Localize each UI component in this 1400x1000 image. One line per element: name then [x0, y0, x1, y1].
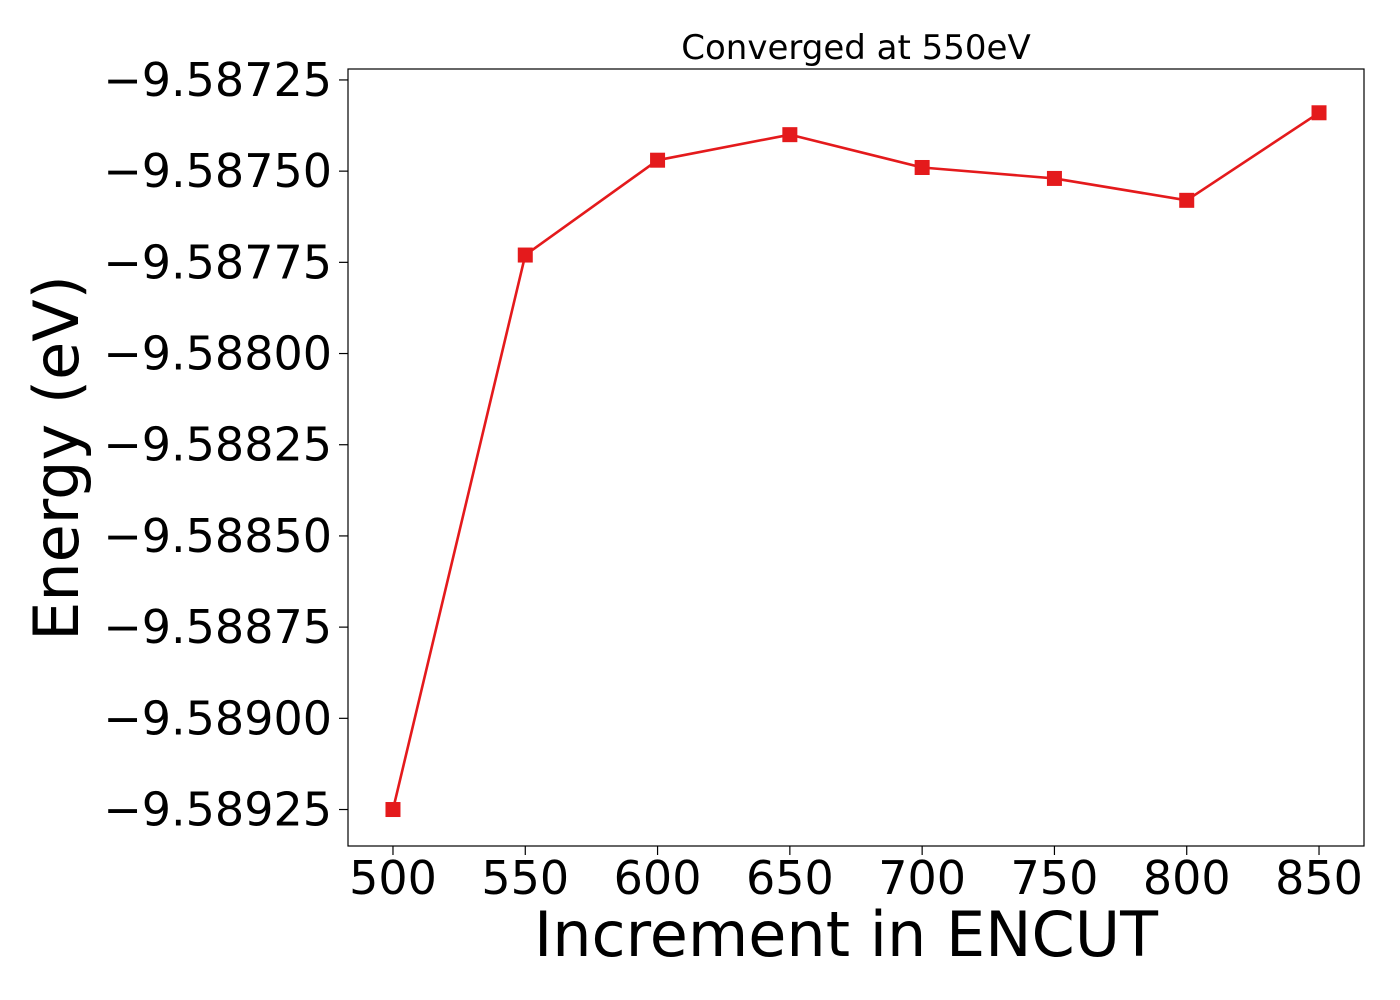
y-tick-label: −9.58900: [103, 691, 332, 745]
series-layer: [385, 105, 1327, 818]
x-tick-label: 750: [1011, 851, 1099, 905]
x-axis: 500 550 600 650 700 750 800 850: [349, 846, 1363, 905]
y-tick-label: −9.58775: [103, 235, 332, 289]
y-axis-label: Energy (eV): [20, 275, 93, 641]
y-tick-label: −9.58725: [103, 53, 332, 107]
data-point-marker: [650, 152, 666, 168]
y-tick-label: −9.58825: [103, 418, 332, 472]
series-line: [391, 111, 1320, 810]
x-tick-label: 700: [878, 851, 966, 905]
y-axis: −9.58925 −9.58900 −9.58875 −9.58850 −9.58825…: [103, 53, 348, 837]
y-tick-label: −9.58750: [103, 144, 332, 198]
chart-title: Converged at 550eV: [681, 28, 1030, 68]
plot-frame: [347, 68, 1365, 847]
x-axis-label: Increment in ENCUT: [534, 898, 1159, 971]
data-point-marker: [385, 802, 401, 818]
x-tick-label: 850: [1275, 851, 1363, 905]
x-tick-label: 800: [1143, 851, 1231, 905]
y-tick-label: −9.58850: [103, 509, 332, 563]
data-point-marker: [1046, 170, 1062, 186]
x-tick-label: 650: [746, 851, 834, 905]
y-tick-label: −9.58800: [103, 327, 332, 381]
data-point-marker: [517, 247, 533, 263]
y-tick-label: −9.58875: [103, 600, 332, 654]
x-tick-label: 500: [349, 851, 437, 905]
data-point-marker: [1179, 192, 1195, 208]
data-point-marker: [782, 127, 798, 143]
x-tick-label: 600: [614, 851, 702, 905]
data-point-marker: [1311, 105, 1327, 121]
plot-area: [347, 68, 1365, 847]
x-tick-label: 550: [481, 851, 569, 905]
data-point-marker: [914, 159, 930, 175]
y-tick-label: −9.58925: [103, 783, 332, 837]
